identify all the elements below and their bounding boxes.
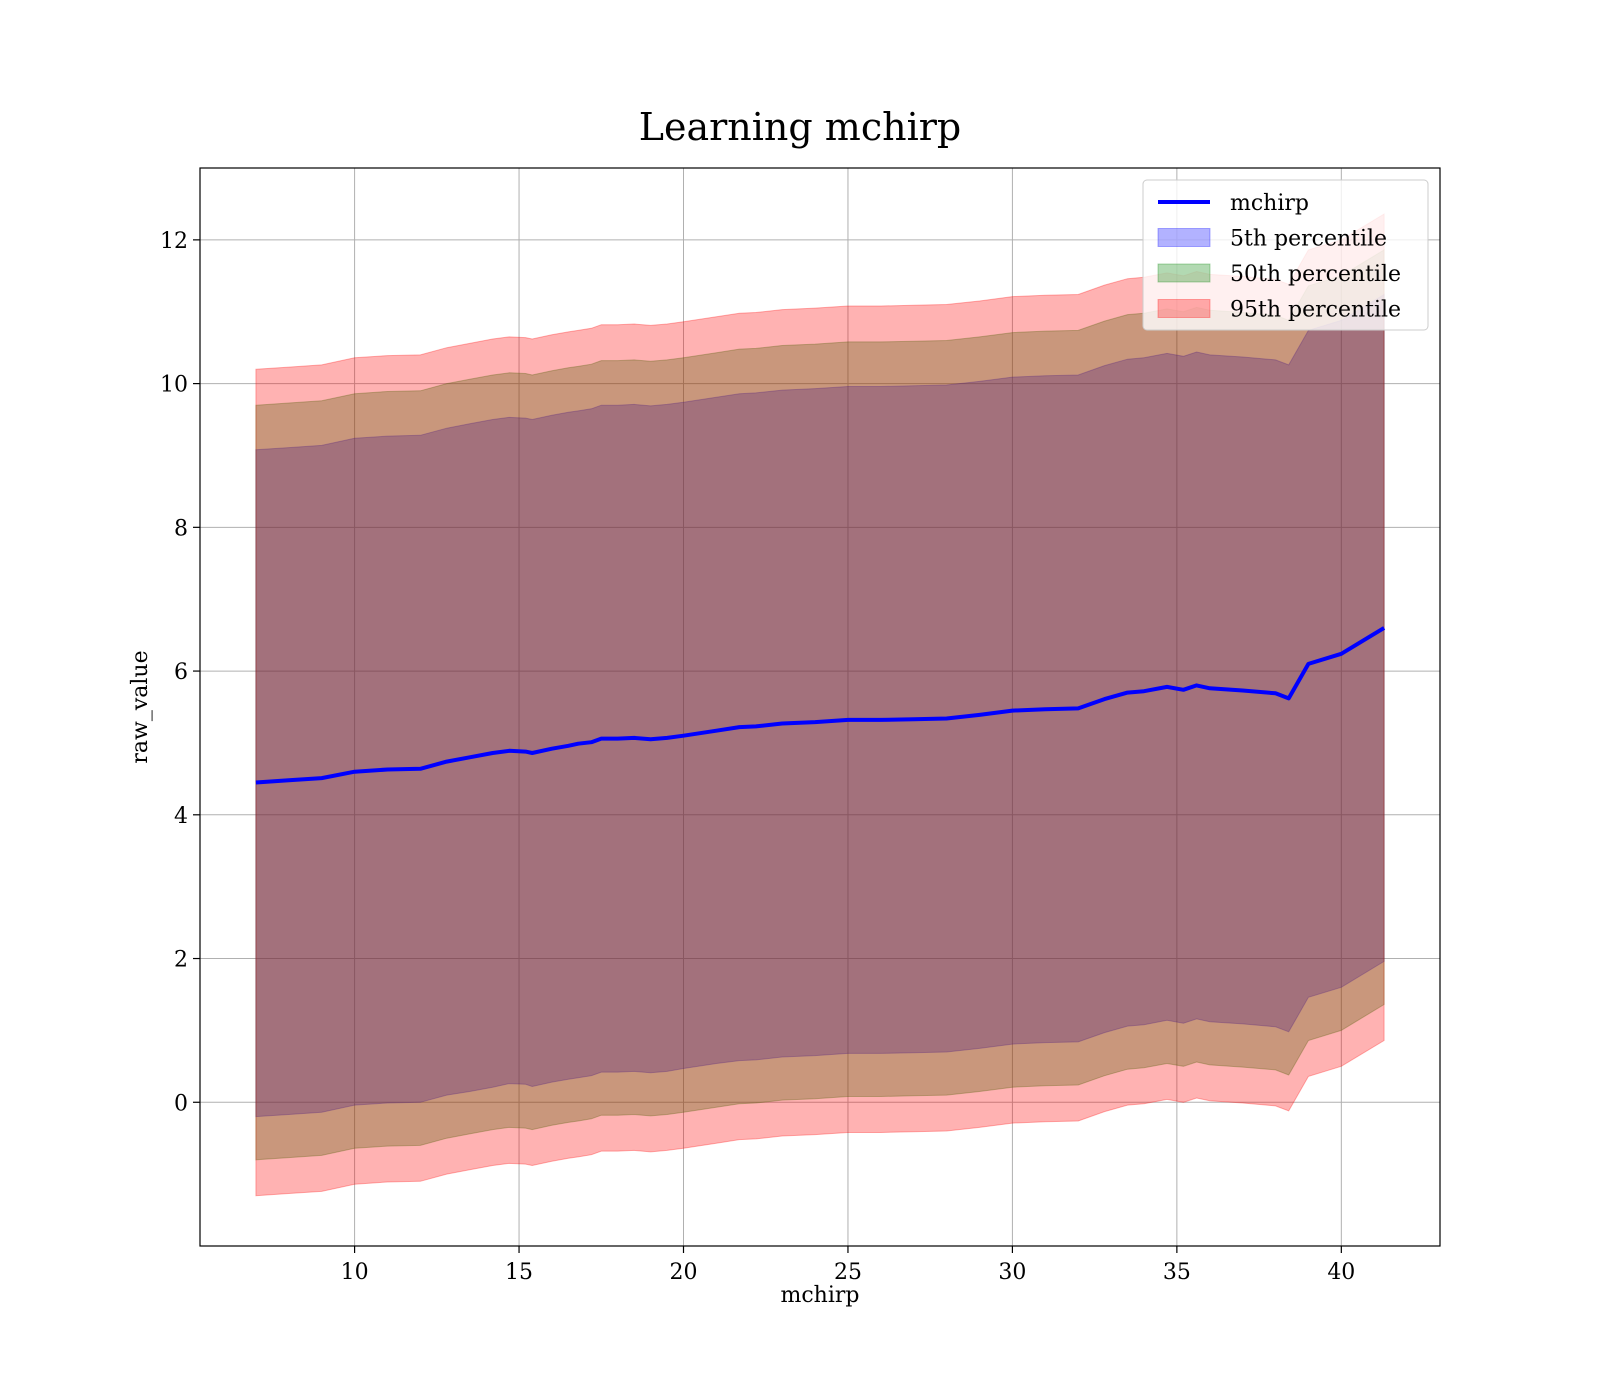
legend-swatch-patch [1157, 263, 1211, 283]
y-tick-label: 12 [160, 229, 188, 254]
band-5th-percentile [255, 293, 1385, 1118]
band-50th-percentile [255, 249, 1385, 1161]
legend-label: 5th percentile [1230, 227, 1387, 252]
series-line-mchirp [255, 626, 1386, 785]
chart-title: Learning mchirp [639, 105, 961, 149]
legend: mchirp 5th percentile 50th percentile 95th … [1142, 179, 1429, 331]
legend-swatch-patch [1157, 228, 1211, 247]
legend-box [1142, 179, 1429, 331]
x-tick-label: 20 [670, 1260, 698, 1285]
y-tick-label: 0 [174, 1091, 188, 1116]
percentile-bands [255, 213, 1385, 1197]
y-tick-label: 4 [174, 804, 188, 829]
x-tick-label: 35 [1163, 1260, 1191, 1285]
x-tick-label: 15 [505, 1260, 533, 1285]
x-tick-label: 40 [1327, 1260, 1355, 1285]
y-tick-label: 8 [174, 516, 188, 541]
legend-swatch-patch [1157, 299, 1211, 318]
legend-label: 95th percentile [1230, 298, 1401, 323]
axis-ticks: 10 15 20 25 30 35 40 0 2 4 6 8 10 12 [160, 229, 1355, 1285]
y-axis-label: raw_value [128, 650, 153, 763]
y-tick-label: 6 [174, 660, 188, 685]
legend-label: mchirp [1230, 191, 1309, 216]
y-tick-label: 2 [174, 948, 188, 973]
x-axis-label: mchirp [781, 1283, 860, 1308]
series-lines [255, 626, 1386, 785]
x-tick-label: 25 [834, 1260, 862, 1285]
band-95th-percentile [255, 213, 1385, 1197]
legend-label: 50th percentile [1230, 262, 1401, 287]
y-tick-label: 10 [160, 373, 188, 398]
x-tick-label: 30 [998, 1260, 1026, 1285]
x-tick-label: 10 [341, 1260, 369, 1285]
grid [200, 168, 1440, 1246]
plot-frame [199, 167, 1441, 1247]
